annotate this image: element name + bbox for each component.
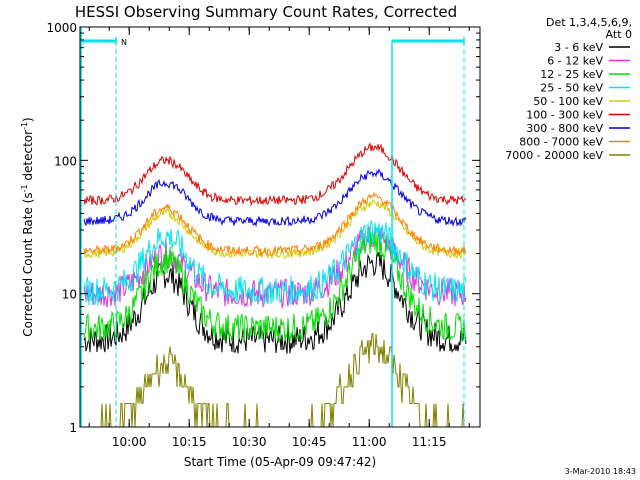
series-line-2 xyxy=(83,229,467,343)
plot-frame xyxy=(79,26,481,428)
legend-label-0: 3 - 6 keV xyxy=(554,41,603,54)
legend-label-7: 800 - 7000 keV xyxy=(519,136,603,149)
legend-label-5: 100 - 300 keV xyxy=(526,109,603,122)
x-tick-label-1: 10:15 xyxy=(172,435,207,449)
legend-label-4: 50 - 100 keV xyxy=(533,95,603,108)
legend-header-detectors: Det 1,3,4,5,6,9, xyxy=(546,16,632,29)
legend-label-1: 6 - 12 keV xyxy=(547,55,603,68)
y-tick-label-0: 1 xyxy=(69,421,77,435)
legend-label-8: 7000 - 20000 keV xyxy=(505,149,603,162)
y-axis-label-end: ) xyxy=(21,117,35,122)
x-tick-label-4: 11:00 xyxy=(352,435,387,449)
y-axis-label-sup2: -1 xyxy=(20,122,29,130)
y-tick-label-3: 1000 xyxy=(46,21,77,35)
y-tick-label-2: 100 xyxy=(54,154,77,168)
legend-label-2: 12 - 25 keV xyxy=(540,68,603,81)
series-line-7 xyxy=(83,191,467,257)
plot-data xyxy=(83,142,467,428)
x-tick-label-2: 10:30 xyxy=(232,435,267,449)
series-line-6 xyxy=(83,168,467,228)
night-label: N xyxy=(121,38,127,47)
night-annotations: N xyxy=(80,27,465,427)
axes: 10:00 10:15 10:30 10:45 11:00 11:15 1 10 100 1000 xyxy=(46,21,480,449)
x-axis-label: Start Time (05-Apr-09 09:47:42) xyxy=(184,455,376,469)
plot-timestamp: 3-Mar-2010 18:43 xyxy=(565,467,636,476)
legend-label-6: 300 - 800 keV xyxy=(526,122,603,135)
legend-label-3: 25 - 50 keV xyxy=(540,82,603,95)
series-line-3 xyxy=(83,219,467,306)
legend-header-attenuator: Att 0 xyxy=(606,28,632,41)
x-tick-label-3: 10:45 xyxy=(292,435,327,449)
y-axis-label-mid: detector xyxy=(21,130,35,185)
x-tick-label-5: 11:15 xyxy=(412,435,447,449)
series-line-5 xyxy=(83,142,467,207)
y-axis-label: Corrected Count Rate (s-1 detector-1) xyxy=(20,117,35,336)
y-tick-label-1: 10 xyxy=(62,288,77,302)
chart-title: HESSI Observing Summary Count Rates, Cor… xyxy=(75,3,457,21)
series-line-8 xyxy=(84,333,466,428)
y-axis-label-sup1: -1 xyxy=(20,184,29,192)
x-tick-label-0: 10:00 xyxy=(112,435,147,449)
y-axis-label-main: Corrected Count Rate (s xyxy=(21,192,35,336)
